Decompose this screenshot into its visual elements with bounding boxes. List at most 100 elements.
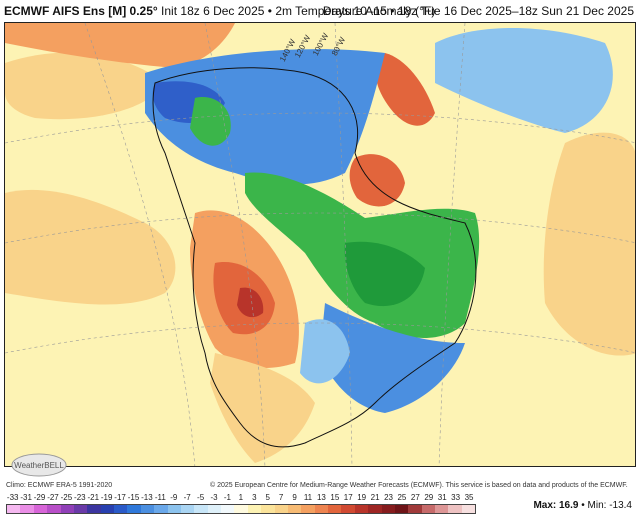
- logo-text: WeatherBELL: [14, 461, 64, 470]
- legend-color-cell: [287, 505, 302, 513]
- legend-color-cell: [274, 505, 288, 513]
- legend-color-cell: [354, 505, 369, 513]
- legend-tick: 29: [424, 493, 434, 502]
- legend-color-cell: [394, 505, 409, 513]
- legend-tick: -33: [6, 493, 19, 502]
- legend-ticks: -33 -31 -29 -27 -25 -23 -21 -19 -17 -15 -13 -11 -9 -7…: [6, 493, 476, 503]
- legend-tick: 25: [397, 493, 407, 502]
- legend-tick: -3: [210, 493, 218, 502]
- greenland-warm-core: [375, 53, 435, 126]
- anomaly-map: 140°W 120°W 100°W 80°W: [4, 22, 636, 467]
- legend-tick: -29: [33, 493, 46, 502]
- legend-color-cell: [461, 505, 476, 513]
- north-pacific-warm-patch: [5, 52, 165, 120]
- legend-colorbar: [6, 504, 476, 514]
- legend-color-cell: [234, 505, 248, 513]
- legend-tick: 23: [384, 493, 393, 502]
- greenland-cool-patch: [435, 28, 613, 133]
- legend-color-cell: [100, 505, 114, 513]
- header: ECMWF AIFS Ens [M] 0.25° Init 18z 6 Dec …: [0, 0, 640, 22]
- legend-color-cell: [60, 505, 74, 513]
- legend-color-cell: [221, 505, 235, 513]
- legend-color-cell: [47, 505, 61, 513]
- legend-tick: -23: [74, 493, 86, 502]
- legend-color-cell: [73, 505, 88, 513]
- legend-tick: 15: [330, 493, 340, 502]
- legend-color-cell: [7, 505, 21, 513]
- southeast-cold-region: [320, 303, 465, 413]
- legend-tick: 9: [292, 493, 297, 502]
- legend-tick: -11: [154, 493, 166, 502]
- legend-color-cell: [408, 505, 422, 513]
- mexico-warm-region: [210, 353, 315, 463]
- legend-tick: -9: [170, 493, 178, 502]
- legend-color-cell: [368, 505, 382, 513]
- legend-color-cell: [140, 505, 155, 513]
- valid-period: Days 10–15 • 18z Tue 16 Dec 2025–18z Sun…: [322, 4, 634, 18]
- legend-tick: -5: [197, 493, 205, 502]
- legend-tick: 21: [370, 493, 380, 502]
- legend-color-cell: [448, 505, 462, 513]
- legend-color-cell: [421, 505, 435, 513]
- legend-color-cell: [207, 505, 221, 513]
- legend-tick: 3: [252, 493, 257, 502]
- legend-tick: -15: [127, 493, 140, 502]
- atlantic-warm-patch: [543, 132, 635, 356]
- max-min-readout: Max: 16.9 • Min: -13.4: [533, 500, 632, 511]
- weatherbell-logo: WeatherBELL: [11, 453, 67, 477]
- pacific-warm-patch: [5, 189, 176, 305]
- min-value: Min: -13.4: [587, 500, 632, 511]
- graticule-parallels: [5, 112, 635, 354]
- legend-tick: 1: [238, 493, 244, 502]
- hudson-bay-warm: [349, 154, 405, 207]
- legend-color-cell: [114, 505, 128, 513]
- init-time: Init 18z 6 Dec 2025 • 2m Temperature Ano…: [161, 4, 436, 18]
- legend-color-cell: [87, 505, 101, 513]
- climo-note: Climo: ECMWF ERA-5 1991-2020: [6, 482, 113, 489]
- legend-color-cell: [167, 505, 181, 513]
- max-value: Max: 16.9: [533, 500, 579, 511]
- legend-tick: -25: [60, 493, 73, 502]
- legend-tick: 19: [357, 493, 367, 502]
- legend-tick: 11: [303, 493, 313, 502]
- legend-tick: 13: [316, 493, 326, 502]
- legend-color-cell: [33, 505, 48, 513]
- legend-color-cell: [381, 505, 395, 513]
- map-canvas: [5, 23, 635, 466]
- legend-tick: -7: [183, 493, 191, 502]
- legend-color-cell: [301, 505, 315, 513]
- title-left: ECMWF AIFS Ens [M] 0.25° Init 18z 6 Dec …: [4, 4, 435, 18]
- legend-tick: 35: [464, 493, 474, 502]
- legend-tick: -21: [87, 493, 100, 502]
- legend-tick: -19: [100, 493, 113, 502]
- legend-tick: -1: [223, 493, 232, 502]
- canada-cold-region: [145, 49, 385, 185]
- legend-color-cell: [154, 505, 168, 513]
- yukon-green-patch: [190, 97, 231, 146]
- legend-tick: 17: [343, 493, 353, 502]
- legend-tick: -13: [141, 493, 153, 502]
- ecmwf-credit: © 2025 European Centre for Medium-Range …: [210, 482, 628, 489]
- four-corners-dark-core: [237, 287, 264, 318]
- legend-color-cell: [194, 505, 208, 513]
- legend-color-cell: [127, 505, 141, 513]
- legend-color-cell: [20, 505, 34, 513]
- legend-tick: 31: [437, 493, 447, 502]
- legend-tick: -31: [20, 493, 32, 502]
- legend-tick: -27: [47, 493, 59, 502]
- continent-outline: [152, 67, 477, 448]
- legend-color-cell: [435, 505, 449, 513]
- arctic-orange-patch: [5, 23, 235, 68]
- legend-color-cell: [261, 505, 275, 513]
- model-name: ECMWF AIFS Ens [M] 0.25°: [4, 4, 158, 18]
- legend-color-cell: [247, 505, 262, 513]
- legend-color-cell: [314, 505, 328, 513]
- legend-tick: -17: [114, 493, 126, 502]
- legend-color-cell: [328, 505, 342, 513]
- legend-tick: 7: [278, 493, 284, 502]
- legend-tick: 33: [451, 493, 461, 502]
- great-lakes-dark-green: [344, 241, 425, 307]
- legend-tick: 5: [265, 493, 270, 502]
- plains-light-cool: [300, 319, 350, 384]
- graticule-meridians: [84, 23, 466, 466]
